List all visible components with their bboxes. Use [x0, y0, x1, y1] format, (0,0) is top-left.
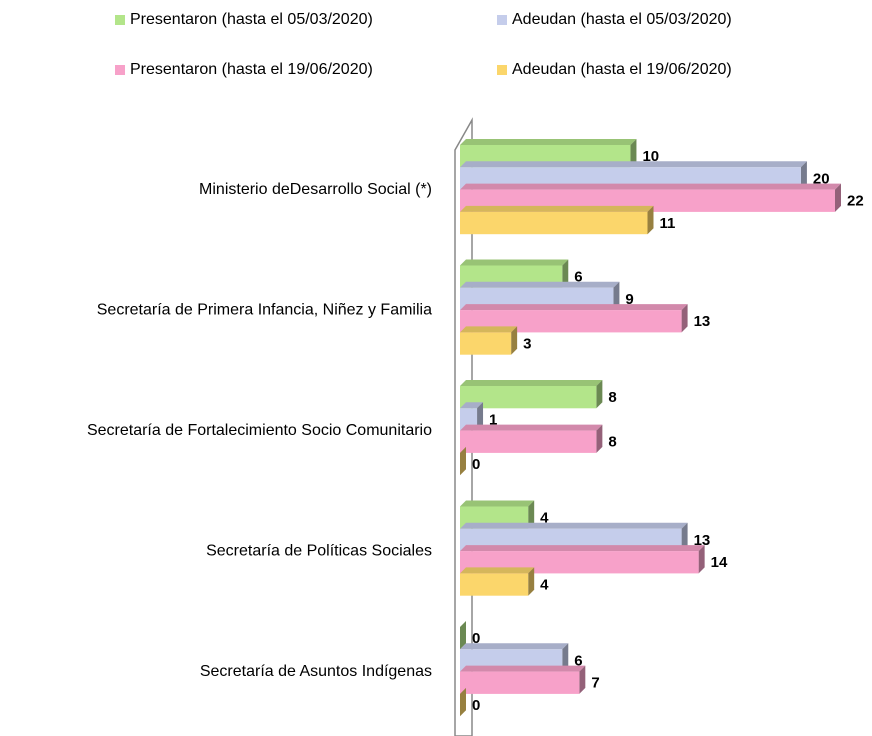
category-label: Secretaría de Primera Infancia, Niñez y …	[97, 301, 432, 318]
bar-side	[613, 281, 620, 311]
bar-top	[460, 139, 637, 145]
bar-top	[460, 326, 518, 333]
data-label: 3	[523, 336, 531, 353]
data-label: 14	[711, 554, 728, 571]
category-label: Ministerio deDesarrollo Social (*)	[199, 181, 432, 198]
bar-side	[596, 380, 603, 409]
bar	[460, 573, 529, 596]
data-label: 11	[660, 215, 676, 232]
bar	[460, 386, 597, 409]
bar	[460, 671, 580, 694]
bar-side	[681, 304, 688, 333]
bar	[460, 332, 512, 355]
bar-side	[579, 665, 586, 694]
bar-top	[460, 643, 569, 650]
data-label: 4	[540, 510, 549, 527]
bar-top	[460, 161, 807, 168]
legend-swatch	[497, 65, 507, 75]
bar-side	[460, 687, 466, 717]
data-label: 0	[472, 456, 480, 473]
bar-top	[460, 545, 705, 552]
legend-label: Adeudan (hasta el 19/06/2020)	[512, 61, 732, 78]
data-label: 6	[574, 652, 582, 669]
bar-top	[460, 522, 688, 529]
bar-side	[596, 424, 603, 453]
bar-side	[562, 259, 569, 288]
data-label: 1	[489, 411, 497, 428]
data-label: 9	[625, 291, 633, 308]
bar-top	[460, 259, 569, 266]
data-label: 7	[591, 675, 599, 692]
bar-side	[681, 522, 688, 552]
data-label: 13	[694, 532, 711, 549]
bar-side	[460, 621, 466, 650]
legend-swatch	[115, 15, 125, 25]
category-label: Secretaría de Fortalecimiento Socio Comu…	[87, 422, 432, 439]
bar-side	[460, 446, 466, 476]
bar-top	[460, 304, 688, 311]
bar-top	[460, 665, 586, 672]
category-label: Secretaría de Políticas Sociales	[206, 542, 432, 559]
data-label: 13	[694, 313, 711, 330]
bar	[460, 430, 597, 453]
category-label: Secretaría de Asuntos Indígenas	[200, 663, 432, 680]
legend-swatch	[115, 65, 125, 75]
bar-top	[460, 402, 484, 409]
bar-side	[528, 567, 535, 596]
bar-side	[528, 500, 535, 529]
legend-label: Adeudan (hasta el 05/03/2020)	[512, 11, 732, 28]
data-label: 4	[540, 577, 549, 594]
data-label: 0	[472, 630, 480, 647]
bar-top	[460, 500, 535, 507]
bar-top	[460, 205, 654, 212]
data-label: 20	[813, 170, 830, 187]
data-label: 10	[642, 148, 659, 165]
bar-side	[698, 545, 705, 574]
bar-side	[835, 183, 841, 212]
bar-top	[460, 183, 841, 190]
data-label: 22	[847, 193, 864, 210]
legend-swatch	[497, 15, 507, 25]
legend-label: Presentaron (hasta el 19/06/2020)	[130, 61, 373, 78]
data-label: 8	[608, 389, 616, 406]
bar-top	[460, 281, 620, 288]
data-label: 0	[472, 697, 480, 714]
bar-side	[630, 139, 637, 168]
bar-side	[800, 161, 807, 190]
bar-top	[460, 380, 603, 386]
bar-top	[460, 424, 603, 431]
bar-top	[460, 567, 535, 574]
data-label: 6	[574, 269, 582, 286]
bar-side	[647, 205, 654, 235]
bar	[460, 211, 648, 235]
legend-label: Presentaron (hasta el 05/03/2020)	[130, 11, 373, 28]
bar-side	[562, 643, 569, 672]
data-label: 8	[608, 434, 616, 451]
bar-side	[477, 402, 484, 431]
bar-side	[511, 326, 518, 355]
